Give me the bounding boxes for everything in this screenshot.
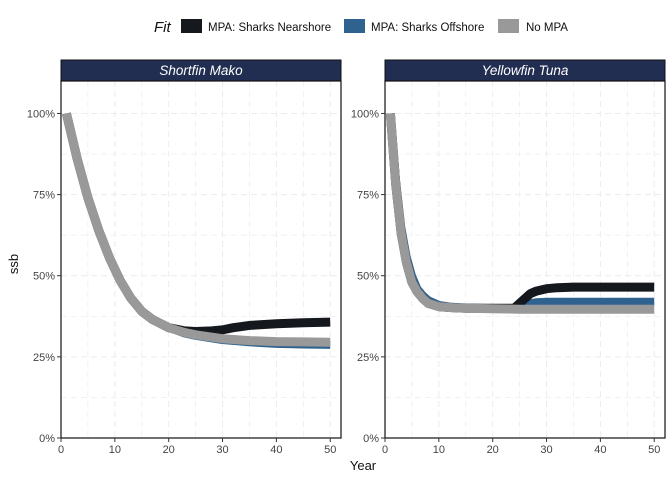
series-line: [62, 112, 331, 347]
y-tick-label: 25%: [33, 352, 55, 364]
x-axis-title: Year: [350, 458, 377, 473]
panel-border: [60, 80, 342, 439]
legend-key: [498, 19, 519, 33]
x-tick-label: 20: [163, 444, 175, 456]
y-tick-label: 100%: [27, 108, 55, 120]
y-tick-label: 0%: [39, 433, 55, 445]
legend-title: Fit: [154, 19, 171, 36]
x-tick-label: 40: [594, 444, 606, 456]
y-tick-label: 50%: [357, 271, 379, 283]
y-tick-label: 75%: [33, 190, 55, 202]
y-axis: 0% 25% 50% 75% 100%: [27, 108, 61, 445]
x-tick-label: 40: [270, 444, 282, 456]
legend-key: [181, 19, 202, 33]
panel-title: Shortfin Mako: [159, 63, 243, 78]
panel-border: [384, 80, 666, 439]
grid: [385, 81, 665, 438]
x-tick-label: 10: [433, 444, 445, 456]
y-tick-label: 100%: [351, 108, 379, 120]
x-tick-label: 10: [109, 444, 121, 456]
legend-label: MPA: Sharks Nearshore: [208, 22, 331, 34]
x-tick-label: 50: [648, 444, 660, 456]
panel-1: Shortfin Mako 0 10 20 30 40 50 0% 25% 50% 75% 100%: [27, 59, 342, 456]
legend: Fit MPA: Sharks Nearshore MPA: Sharks Off…: [154, 19, 568, 36]
legend-label: No MPA: [526, 22, 568, 34]
y-axis: 0% 25% 50% 75% 100%: [351, 108, 385, 445]
panel-title: Yellowfin Tuna: [482, 63, 569, 78]
x-tick-label: 50: [324, 444, 336, 456]
legend-label: MPA: Sharks Offshore: [371, 22, 484, 34]
series-line: [62, 112, 331, 336]
x-tick-label: 0: [58, 444, 64, 456]
series-group: [385, 113, 655, 314]
x-axis: 0 10 20 30 40 50: [58, 438, 336, 456]
y-axis-title: ssb: [6, 254, 21, 274]
x-tick-label: 30: [216, 444, 228, 456]
series-group: [62, 112, 331, 349]
grid: [61, 81, 341, 438]
series-line: [385, 113, 655, 313]
y-tick-label: 75%: [357, 190, 379, 202]
series-line: [386, 113, 655, 313]
x-tick-label: 20: [487, 444, 499, 456]
series-line: [385, 113, 655, 314]
panel-2: Yellowfin Tuna 0 10 20 30 40 50 0% 25% 50% 75% 100%: [351, 59, 666, 456]
legend-key: [344, 19, 365, 33]
series-line: [62, 112, 331, 349]
y-tick-label: 25%: [357, 352, 379, 364]
x-axis: 0 10 20 30 40 50: [382, 438, 660, 456]
y-tick-label: 0%: [363, 433, 379, 445]
x-tick-label: 0: [382, 444, 388, 456]
y-tick-label: 50%: [33, 271, 55, 283]
x-tick-label: 30: [540, 444, 552, 456]
